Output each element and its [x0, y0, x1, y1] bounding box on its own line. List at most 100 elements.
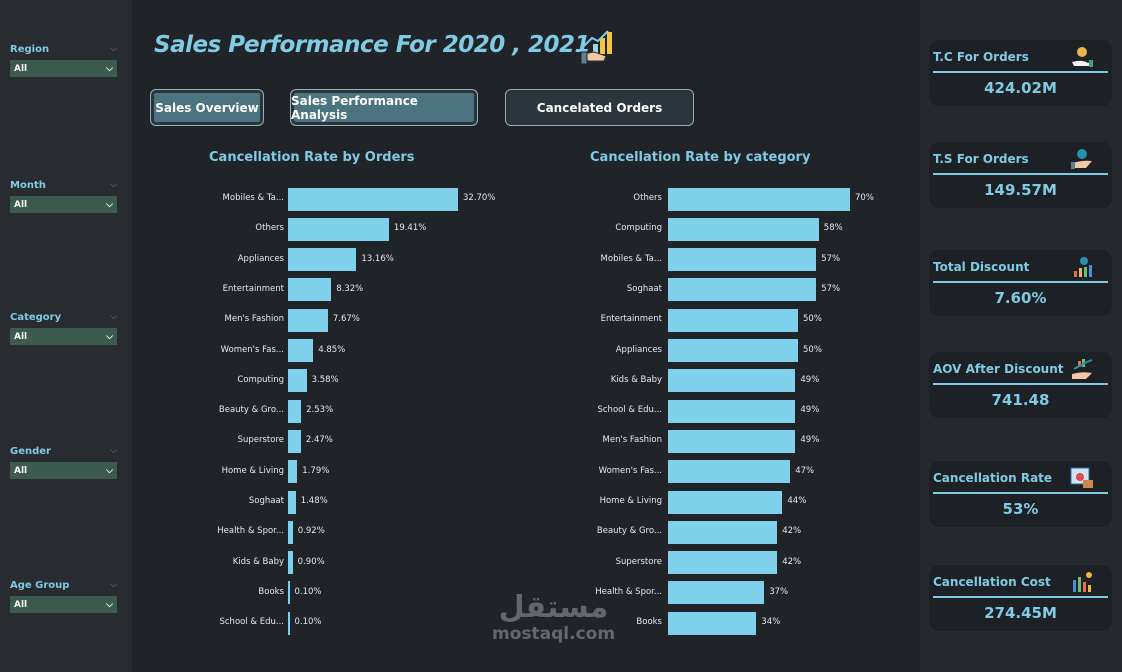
bar[interactable] — [288, 611, 290, 635]
data-label: 37% — [769, 586, 789, 597]
data-label: 7.67% — [332, 314, 360, 325]
chevron-down-icon[interactable]: ⌵ — [110, 44, 117, 54]
bar[interactable] — [288, 308, 328, 332]
region-slicer: Region ⌵ All ⌵ — [10, 44, 117, 77]
kpi-label: AOV After Discount — [933, 362, 1064, 376]
category-label: Kids & Baby — [232, 556, 284, 567]
age-group-slicer: Age Group ⌵ All ⌵ — [10, 580, 117, 613]
bar[interactable] — [668, 369, 796, 393]
kpi-value: 274.45M — [984, 604, 1057, 622]
bar[interactable] — [668, 520, 778, 544]
discount-hand-icon — [1071, 149, 1092, 169]
bar[interactable] — [668, 278, 817, 302]
bar[interactable] — [288, 369, 307, 393]
region-dropdown[interactable]: All ⌵ — [10, 60, 117, 77]
kpi-card: Cancellation Rate 53% — [929, 461, 1112, 527]
kpi-value: 53% — [1002, 500, 1039, 518]
cancelated-orders-button[interactable]: Cancelated Orders — [505, 89, 694, 126]
category-label: Mobiles & Ta... — [600, 253, 662, 264]
divider — [933, 71, 1108, 73]
data-label: 1.48% — [300, 496, 328, 506]
kpi-panel — [920, 0, 1122, 672]
category-label: Appliances — [615, 344, 662, 355]
slicer-label: Month — [10, 180, 46, 191]
divider — [933, 492, 1108, 494]
kpi-card: T.S For Orders 149.57M — [929, 142, 1112, 208]
bar[interactable] — [288, 520, 293, 544]
data-label: 44% — [787, 496, 807, 506]
slicer-label: Gender — [10, 446, 51, 457]
dropdown-value: All — [14, 199, 28, 210]
chevron-down-icon[interactable]: ⌵ — [110, 446, 117, 456]
bar[interactable] — [288, 399, 302, 423]
kpi-card: Cancellation Cost 274.45M — [929, 565, 1112, 631]
category-label: Men's Fashion — [602, 435, 663, 446]
slicer-label: Region — [10, 44, 50, 55]
divider — [933, 596, 1108, 598]
data-label: 50% — [803, 344, 822, 355]
bar[interactable] — [288, 248, 357, 272]
bar[interactable] — [288, 490, 296, 514]
bar[interactable] — [288, 217, 389, 241]
age-group-dropdown[interactable]: All ⌵ — [10, 596, 117, 613]
gender-dropdown[interactable]: All ⌵ — [10, 462, 117, 479]
bar[interactable] — [668, 217, 819, 241]
money-hand-icon — [1072, 47, 1093, 67]
data-label: 0.10% — [294, 617, 322, 628]
category-label: Kids & Baby — [610, 374, 662, 385]
bar[interactable] — [668, 187, 850, 211]
bar[interactable] — [288, 460, 298, 484]
category-label: Books — [636, 617, 662, 628]
bar[interactable] — [668, 611, 757, 635]
chevron-down-icon: ⌵ — [106, 599, 113, 610]
bar[interactable] — [288, 278, 332, 302]
category-label: Soghaat — [248, 496, 284, 506]
bar[interactable] — [668, 248, 817, 272]
sales-performance-analysis-button[interactable]: Sales Performance Analysis — [290, 89, 478, 126]
watermark-arabic: مستقل — [498, 590, 609, 625]
growth-hand-icon — [1072, 359, 1093, 379]
bar[interactable] — [668, 429, 796, 453]
chevron-down-icon[interactable]: ⌵ — [110, 312, 117, 322]
kpi-label: Cancellation Rate — [933, 471, 1053, 485]
bar[interactable] — [288, 581, 290, 605]
bar[interactable] — [288, 551, 293, 575]
bar[interactable] — [668, 551, 778, 575]
bar[interactable] — [668, 308, 798, 332]
category-label: School & Edu... — [597, 405, 662, 416]
chevron-down-icon[interactable]: ⌵ — [110, 580, 117, 590]
dropdown-value: All — [14, 331, 28, 342]
filter-sidebar: Region ⌵ All ⌵ Month ⌵ All ⌵ Category ⌵ All ⌵ … — [0, 0, 132, 672]
kpi-value: 741.48 — [991, 391, 1050, 409]
data-label: 32.70% — [463, 193, 496, 203]
category-label: Superstore — [615, 556, 662, 567]
chevron-down-icon[interactable]: ⌵ — [110, 180, 117, 190]
data-label: 1.79% — [302, 465, 330, 476]
data-label: 57% — [821, 253, 841, 264]
cost-chart-icon — [1073, 572, 1092, 592]
bar[interactable] — [668, 490, 783, 514]
category-label: Others — [633, 193, 662, 203]
category-label: Entertainment — [600, 314, 662, 325]
data-label: 58% — [823, 223, 843, 234]
data-label: 3.58% — [311, 374, 339, 385]
bar[interactable] — [668, 460, 791, 484]
month-dropdown[interactable]: All ⌵ — [10, 196, 117, 213]
data-label: 42% — [782, 526, 802, 537]
sales-overview-button[interactable]: Sales Overview — [150, 89, 264, 126]
category-label: Superstore — [237, 435, 284, 446]
data-label: 0.90% — [297, 556, 325, 567]
bar[interactable] — [668, 399, 796, 423]
category-label: Home & Living — [599, 496, 662, 506]
category-label: Soghaat — [626, 283, 662, 294]
bar[interactable] — [288, 429, 301, 453]
category-label: Women's Fas... — [220, 344, 284, 355]
bar[interactable] — [668, 581, 765, 605]
divider — [933, 281, 1108, 283]
bar[interactable] — [288, 339, 314, 362]
bar[interactable] — [668, 339, 798, 362]
category-label: Computing — [615, 223, 662, 234]
category-dropdown[interactable]: All ⌵ — [10, 328, 117, 345]
data-label: 42% — [782, 556, 802, 567]
bar[interactable] — [288, 187, 458, 211]
